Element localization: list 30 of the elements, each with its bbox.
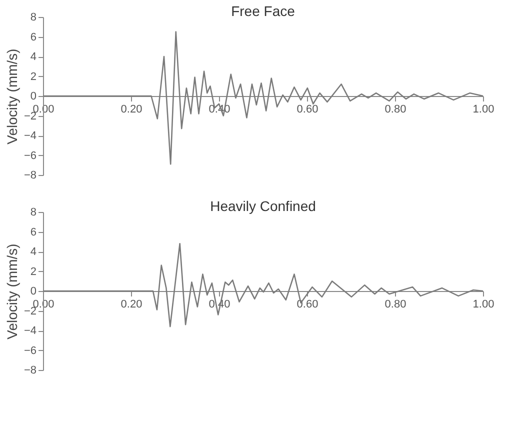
x-tick-label: 0.20 (120, 104, 142, 116)
y-tick-label: 6 (30, 226, 36, 238)
x-tick-label: 0.60 (296, 104, 318, 116)
chart-title: Free Face (231, 3, 296, 19)
x-tick-label: 1.00 (472, 298, 494, 310)
y-axis-title: Velocity (mm/s) (4, 48, 20, 144)
y-tick-label: 0 (30, 286, 36, 298)
y-axis-title: Velocity (mm/s) (4, 244, 20, 340)
y-tick-label: 0 (30, 90, 36, 102)
y-tick-label: −8 (24, 170, 36, 182)
y-tick-label: 8 (30, 206, 36, 218)
y-tick-label: 4 (30, 246, 36, 258)
y-tick-label: −4 (24, 130, 36, 142)
x-tick-label: 0.60 (296, 298, 318, 310)
y-tick-label: 8 (30, 12, 36, 24)
x-tick-label: 0.20 (120, 298, 142, 310)
y-tick-label: −2 (24, 305, 36, 318)
y-tick-label: 4 (30, 51, 36, 63)
x-tick-label: 0.80 (384, 298, 406, 310)
y-tick-label: 6 (30, 31, 36, 44)
x-tick-label: 0.80 (384, 104, 406, 116)
y-tick-label: −2 (24, 110, 36, 122)
y-tick-label: −8 (24, 364, 36, 376)
y-tick-label: −4 (24, 325, 36, 337)
y-tick-label: 2 (30, 70, 36, 83)
y-tick-label: 2 (30, 266, 36, 278)
y-tick-label: −6 (24, 150, 36, 162)
chart-title: Heavily Confined (210, 198, 316, 214)
y-tick-label: −6 (24, 344, 36, 357)
x-tick-label: 1.00 (472, 104, 494, 116)
